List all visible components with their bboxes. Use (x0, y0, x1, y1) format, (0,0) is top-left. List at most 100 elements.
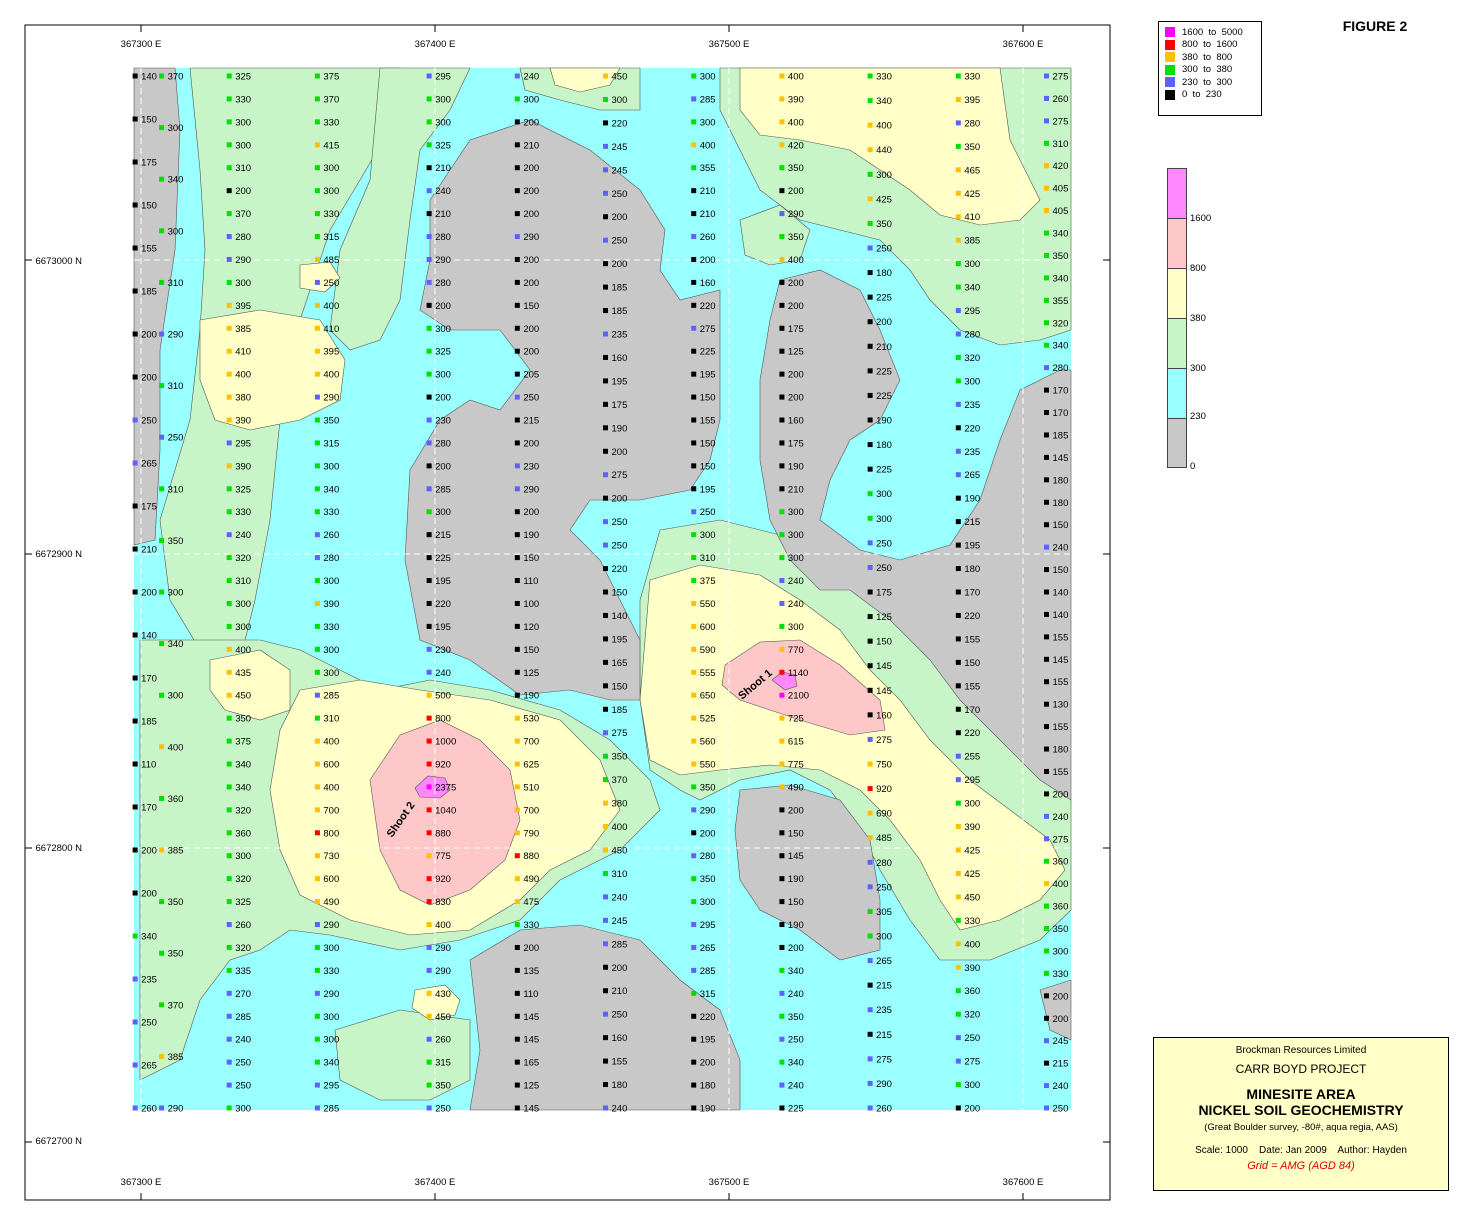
sample-point (691, 1105, 697, 1111)
sample-value: 200 (788, 943, 804, 954)
sample-value: 350 (168, 536, 184, 547)
sample-value: 330 (323, 966, 339, 977)
sample-point (955, 378, 961, 384)
sample-value: 700 (523, 737, 539, 748)
sample-value: 145 (523, 1012, 539, 1023)
sample-point (779, 302, 785, 308)
sample-point (426, 325, 432, 331)
sample-point (514, 899, 520, 905)
sample-point (779, 1013, 785, 1019)
sample-point (514, 807, 520, 813)
sample-point (226, 532, 232, 538)
sample-value: 275 (612, 728, 628, 739)
sample-value: 530 (523, 714, 539, 725)
sample-value: 390 (235, 461, 251, 472)
sample-point (779, 578, 785, 584)
sample-point (867, 417, 873, 423)
sample-value: 125 (876, 612, 892, 623)
sample-point (691, 738, 697, 744)
sample-point (426, 1105, 432, 1111)
sample-value: 150 (700, 393, 716, 404)
sample-point (1044, 432, 1050, 438)
sample-value: 360 (964, 986, 980, 997)
sample-point (226, 669, 232, 675)
sample-value: 350 (788, 1012, 804, 1023)
sample-point (955, 448, 961, 454)
sample-value: 340 (141, 932, 157, 943)
sample-point (226, 555, 232, 561)
colorbar-label: 230 (1190, 411, 1206, 422)
contour-380-800 (299, 261, 341, 293)
sample-point (226, 692, 232, 698)
sample-value: 140 (612, 611, 628, 622)
sample-point (867, 491, 873, 497)
sample-point (426, 348, 432, 354)
sample-value: 230 (523, 461, 539, 472)
sample-layer: 140 150 175 150 155 185 200 200 250 265 175 210 200 1… (132, 72, 1069, 1115)
sample-value: 250 (788, 1035, 804, 1046)
sample-value: 500 (435, 691, 451, 702)
sample-point (603, 378, 609, 384)
sample-point (426, 807, 432, 813)
sample-point (691, 532, 697, 538)
sample-point (226, 853, 232, 859)
sample-value: 170 (964, 705, 980, 716)
sample-point (691, 417, 697, 423)
sample-point (314, 486, 320, 492)
sample-value: 250 (1053, 1104, 1069, 1115)
sample-point (514, 509, 520, 515)
sample-value: 300 (876, 514, 892, 525)
sample-value: 140 (1053, 588, 1069, 599)
sample-point (955, 683, 961, 689)
sample-value: 355 (700, 163, 716, 174)
sample-point (159, 383, 165, 389)
sample-value: 385 (168, 846, 184, 857)
sample-point (779, 715, 785, 721)
sample-value: 350 (700, 874, 716, 885)
sample-value: 395 (323, 347, 339, 358)
sample-point (779, 600, 785, 606)
sample-value: 275 (876, 735, 892, 746)
sample-point (514, 73, 520, 79)
sample-value: 150 (964, 658, 980, 669)
sample-value: 330 (323, 507, 339, 518)
sample-point (314, 669, 320, 675)
sample-point (603, 917, 609, 923)
sample-point (1044, 589, 1050, 595)
sample-value: 300 (523, 94, 539, 105)
sample-value: 150 (141, 115, 157, 126)
sample-point (779, 96, 785, 102)
sample-value: 245 (612, 916, 628, 927)
sample-point (1044, 724, 1050, 730)
legend-label: 0 to 230 (1182, 89, 1222, 101)
sample-point (514, 142, 520, 148)
sample-value: 330 (1053, 969, 1069, 980)
sample-value: 555 (700, 668, 716, 679)
sample-point (955, 659, 961, 665)
sample-value: 350 (700, 782, 716, 793)
sample-point (867, 1056, 873, 1062)
sample-value: 350 (235, 714, 251, 725)
sample-point (1044, 858, 1050, 864)
sample-value: 250 (612, 189, 628, 200)
sample-point (867, 859, 873, 865)
sample-value: 150 (876, 637, 892, 648)
sample-value: 125 (523, 668, 539, 679)
sample-value: 240 (1053, 1081, 1069, 1092)
sample-point (514, 1105, 520, 1111)
sample-point (132, 718, 138, 724)
sample-point (426, 486, 432, 492)
sample-point (691, 578, 697, 584)
sample-value: 385 (964, 236, 980, 247)
sample-value: 425 (876, 194, 892, 205)
sample-point (779, 807, 785, 813)
sample-point (132, 675, 138, 681)
sample-value: 880 (523, 851, 539, 862)
sample-point (603, 495, 609, 501)
sample-value: 125 (788, 347, 804, 358)
sample-point (867, 933, 873, 939)
sample-point (691, 1036, 697, 1042)
sample-point (226, 944, 232, 950)
sample-value: 310 (235, 576, 251, 587)
sample-value: 190 (700, 1104, 716, 1115)
